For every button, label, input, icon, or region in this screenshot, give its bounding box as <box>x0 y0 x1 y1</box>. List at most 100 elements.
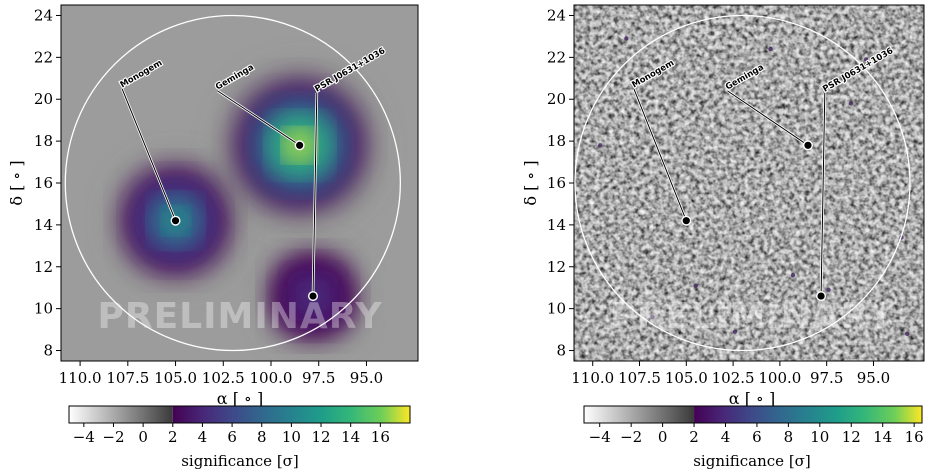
right-x-ticks: 110.0 107.5 105.0 102.5 100.0 97.5 95.0 <box>571 361 890 387</box>
colorbar-tick-label: 8 <box>257 428 267 446</box>
x-tick-label: 95.0 <box>350 369 383 387</box>
right-colorbar: −4 −2 0 2 4 6 8 10 12 14 16 significance [σ] <box>583 405 924 470</box>
fluctuation-speck <box>624 36 629 41</box>
y-tick-label: 10 <box>547 300 566 318</box>
source-leader-line <box>121 88 177 221</box>
source-marker <box>681 215 692 226</box>
colorbar-tick-label: 16 <box>371 428 390 446</box>
left-y-axis-label: δ [ ∘ ] <box>7 160 26 205</box>
source-marker <box>816 291 827 302</box>
right-y-axis-label: δ [ ∘ ] <box>521 160 540 205</box>
left-roi-circle <box>64 14 401 352</box>
fluctuation-speck <box>904 331 910 336</box>
left-watermark: PRELIMINARY <box>97 296 382 337</box>
y-tick-label: 16 <box>547 174 566 192</box>
x-tick-label: 102.5 <box>202 369 245 387</box>
colorbar-tick-label: 0 <box>658 428 668 446</box>
source-leader-line <box>217 90 300 146</box>
colorbar-tick-label: 2 <box>168 428 178 446</box>
left-significance-map: Monogem Geminga PSR J0631+1036 110.0 107.5 1… <box>7 4 419 470</box>
colorbar-tick-label: 6 <box>227 428 237 446</box>
y-tick-label: 8 <box>556 342 566 360</box>
x-tick-label: 107.5 <box>618 369 661 387</box>
source-marker <box>294 140 305 151</box>
colorbar-tick-label: 16 <box>905 428 924 446</box>
y-tick-label: 12 <box>547 258 566 276</box>
fluctuation-speck <box>732 329 738 334</box>
left-x-ticks: 110.0 107.5 105.0 102.5 100.0 97.5 95.0 <box>59 361 383 387</box>
colorbar-tick-label: −2 <box>620 428 642 446</box>
source-marker <box>308 291 319 302</box>
fluctuation-speck <box>826 287 831 292</box>
y-tick-label: 22 <box>547 48 566 66</box>
colorbar-tick-label: 0 <box>138 428 148 446</box>
y-tick-label: 18 <box>547 132 566 150</box>
x-tick-label: 100.0 <box>758 369 801 387</box>
x-tick-label: 102.5 <box>712 369 755 387</box>
right-y-ticks: 8 10 12 14 16 18 20 22 24 <box>547 6 574 360</box>
y-tick-label: 24 <box>34 6 53 24</box>
y-tick-label: 24 <box>547 6 566 24</box>
colorbar-tick-label: 10 <box>282 428 301 446</box>
fluctuation-speck <box>848 101 854 106</box>
x-tick-label: 100.0 <box>250 369 293 387</box>
right-map-light-noise <box>574 5 924 361</box>
right-colorbar-label: significance [σ] <box>693 452 811 470</box>
source-leader-line <box>820 92 826 297</box>
colorbar-gray-segment <box>584 406 695 423</box>
colorbar-gray-segment <box>69 406 173 423</box>
left-colorbar-label: significance [σ] <box>181 452 299 470</box>
right-x-axis-label: α [ ∘ ] <box>729 389 775 408</box>
right-watermark: PRELIMINARY <box>609 296 894 337</box>
y-tick-label: 20 <box>547 90 566 108</box>
y-tick-label: 14 <box>547 216 566 234</box>
fluctuation-speck <box>693 283 698 288</box>
y-tick-label: 10 <box>34 300 53 318</box>
colorbar-tick-label: 4 <box>198 428 208 446</box>
x-tick-label: 95.0 <box>857 369 890 387</box>
colorbar-tick-label: 2 <box>689 428 699 446</box>
colorbar-tick-label: −4 <box>73 428 95 446</box>
fluctuation-speck <box>863 57 869 62</box>
x-tick-label: 97.5 <box>810 369 843 387</box>
fluctuation-speck <box>650 314 655 320</box>
source-leader-line <box>312 92 318 297</box>
fluctuation-speck <box>790 272 796 278</box>
x-tick-label: 105.0 <box>665 369 708 387</box>
colorbar-viridis-segment <box>172 406 410 423</box>
colorbar-viridis-segment <box>694 406 922 423</box>
left-source-blobs <box>111 66 379 348</box>
y-tick-label: 18 <box>34 132 53 150</box>
colorbar-tick-label: 4 <box>721 428 731 446</box>
fluctuation-speck <box>598 143 603 148</box>
x-tick-label: 110.0 <box>59 369 102 387</box>
source-leader-line <box>727 90 809 146</box>
fluctuation-speck <box>768 46 773 52</box>
right-significance-map: Monogem Geminga PSR J0631+1036 110.0 107.5 1… <box>521 4 925 470</box>
colorbar-tick-label: 14 <box>873 428 892 446</box>
left-x-axis-label: α [ ∘ ] <box>217 389 263 408</box>
colorbar-tick-label: 12 <box>842 428 861 446</box>
colorbar-tick-label: −4 <box>589 428 611 446</box>
left-colorbar: −4 −2 0 2 4 6 8 10 12 14 16 significance [σ] <box>68 405 411 470</box>
x-tick-label: 97.5 <box>302 369 335 387</box>
colorbar-tick-label: 8 <box>784 428 794 446</box>
colorbar-tick-label: −2 <box>102 428 124 446</box>
y-tick-label: 20 <box>34 90 53 108</box>
y-tick-label: 8 <box>43 342 53 360</box>
y-tick-label: 14 <box>34 216 53 234</box>
y-tick-label: 22 <box>34 48 53 66</box>
right-roi-circle <box>574 14 911 352</box>
colorbar-tick-label: 14 <box>341 428 360 446</box>
colorbar-tick-label: 10 <box>810 428 829 446</box>
x-tick-label: 107.5 <box>106 369 149 387</box>
x-tick-label: 105.0 <box>154 369 197 387</box>
colorbar-tick-label: 12 <box>311 428 330 446</box>
source-marker <box>170 215 181 226</box>
y-tick-label: 16 <box>34 174 53 192</box>
left-y-ticks: 8 10 12 14 16 18 20 22 24 <box>34 6 61 360</box>
colorbar-tick-label: 6 <box>752 428 762 446</box>
source-leader-line <box>633 88 687 221</box>
y-tick-label: 12 <box>34 258 53 276</box>
